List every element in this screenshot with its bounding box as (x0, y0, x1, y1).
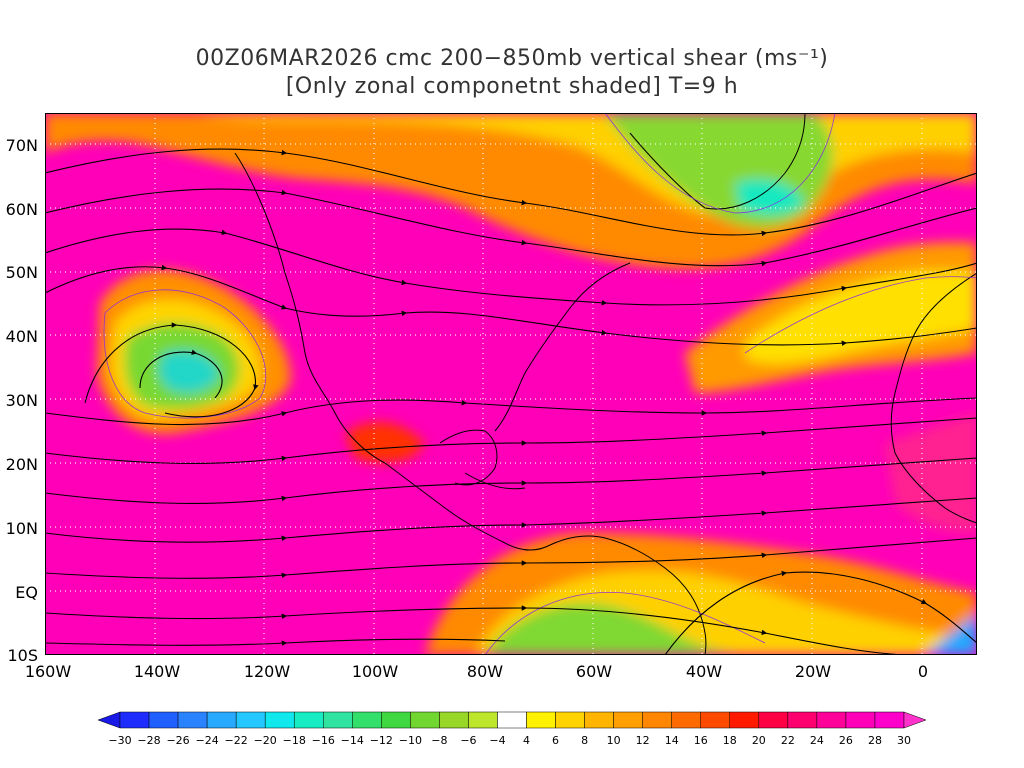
colorbar-high-arrow (903, 711, 926, 729)
colorbar-label: 6 (552, 734, 559, 747)
colorbar-label: 30 (897, 734, 911, 747)
colorbar-label: 22 (781, 734, 795, 747)
colorbar-label: −12 (370, 734, 393, 747)
colorbar-box (816, 711, 847, 729)
colorbar-box (555, 711, 585, 729)
lat-label-30n: 30N (5, 391, 38, 410)
south-atlantic-blue-area (925, 613, 977, 655)
lon-label-20w: 20W (794, 662, 832, 681)
colorbar-box (642, 711, 672, 729)
title-line-1: 00Z06MAR2026 cmc 200−850mb vertical shea… (195, 46, 829, 71)
colorbar-box (264, 711, 295, 729)
colorbar-label: −18 (283, 734, 306, 747)
colorbar-box (845, 711, 876, 729)
colorbar-label: 28 (868, 734, 882, 747)
lon-label-60w: 60W (575, 662, 613, 681)
colorbar: −30 −28 −26 −24 −22 −20 −18 −16 −14 −12 −10 −8 −6 −4 4… (98, 711, 926, 747)
colorbar-label: −22 (225, 734, 248, 747)
streamline-anticyclone-inner (139, 349, 223, 399)
lon-label-40w: 40W (685, 662, 723, 681)
colorbar-box (293, 711, 324, 729)
colorbar-box (439, 711, 469, 729)
shear-map (45, 113, 977, 655)
lon-label-140w: 140W (133, 662, 181, 681)
coast-europe-africa (890, 272, 977, 524)
streamline-4 (45, 264, 977, 346)
colorbar-label: 26 (839, 734, 853, 747)
lat-label-10n: 10N (5, 519, 38, 538)
colorbar-box (758, 711, 789, 729)
colorbar-box (874, 711, 905, 729)
colorbar-label: 24 (810, 734, 824, 747)
colorbar-box (206, 711, 237, 729)
colorbar-label: −16 (312, 734, 335, 747)
lat-label-20n: 20N (5, 455, 38, 474)
colorbar-label: −24 (196, 734, 219, 747)
streamline-11 (45, 638, 506, 646)
colorbar-box (410, 711, 440, 729)
lat-label-70n: 70N (5, 136, 38, 155)
streamline-anticyclone-outer (84, 322, 259, 418)
streamline-10 (45, 605, 906, 655)
colorbar-label: 12 (636, 734, 650, 747)
colorbar-label: 4 (523, 734, 530, 747)
colorbar-box (787, 711, 818, 729)
colorbar-box (352, 711, 382, 729)
lat-label-eq: EQ (15, 583, 38, 602)
lon-label-160w: 160W (24, 662, 72, 681)
colorbar-box (235, 711, 266, 729)
streamline-6 (45, 417, 977, 464)
colorbar-box (613, 711, 643, 729)
colorbar-box (148, 711, 179, 729)
streamline-9 (45, 537, 977, 579)
colorbar-box (700, 711, 731, 729)
colorbar-box (323, 711, 353, 729)
streamline-12 (664, 570, 977, 655)
colorbar-label: 14 (665, 734, 679, 747)
colorbar-labels: −30 −28 −26 −24 −22 −20 −18 −16 −14 −12 −10 −8 −6 −4 4… (108, 734, 911, 747)
lon-label-100w: 100W (351, 662, 399, 681)
colorbar-label: −26 (166, 734, 189, 747)
lat-label-10s: 10S (7, 646, 38, 665)
colorbar-label: 20 (752, 734, 766, 747)
colorbar-box (177, 711, 208, 729)
colorbar-label: −28 (137, 734, 160, 747)
streamlines (45, 148, 977, 655)
colorbar-box (381, 711, 411, 729)
colorbar-label: 16 (694, 734, 708, 747)
streamline-5 (45, 397, 977, 426)
colorbar-box (729, 711, 760, 729)
colorbar-label: 18 (723, 734, 737, 747)
colorbar-label: −14 (341, 734, 364, 747)
colorbar-low-arrow (98, 711, 121, 729)
colorbar-box (584, 711, 614, 729)
colorbar-label: 8 (581, 734, 588, 747)
colorbar-label: −30 (108, 734, 131, 747)
lat-label-50n: 50N (5, 263, 38, 282)
colorbar-boxes (98, 711, 926, 729)
colorbar-label: −10 (399, 734, 422, 747)
colorbar-box (468, 711, 498, 729)
colorbar-box (119, 711, 150, 729)
lon-label-120w: 120W (243, 662, 291, 681)
shading-layer (45, 113, 977, 655)
streamline-8 (45, 497, 977, 543)
colorbar-box (671, 711, 701, 729)
map-frame (45, 113, 977, 655)
colorbar-box (526, 711, 556, 729)
colorbar-label: −4 (489, 734, 505, 747)
streamline-7 (45, 457, 977, 504)
colorbar-label: 10 (607, 734, 621, 747)
colorbar-label: −8 (431, 734, 447, 747)
colorbar-label: −6 (460, 734, 476, 747)
lat-label-60n: 60N (5, 200, 38, 219)
lon-label-0: 0 (917, 662, 929, 681)
lat-label-40n: 40N (5, 327, 38, 346)
colorbar-box (497, 711, 527, 729)
title-line-2: [Only zonal componetnt shaded] T=9 h (285, 74, 739, 99)
colorbar-label: −20 (254, 734, 277, 747)
lon-label-80w: 80W (466, 662, 504, 681)
